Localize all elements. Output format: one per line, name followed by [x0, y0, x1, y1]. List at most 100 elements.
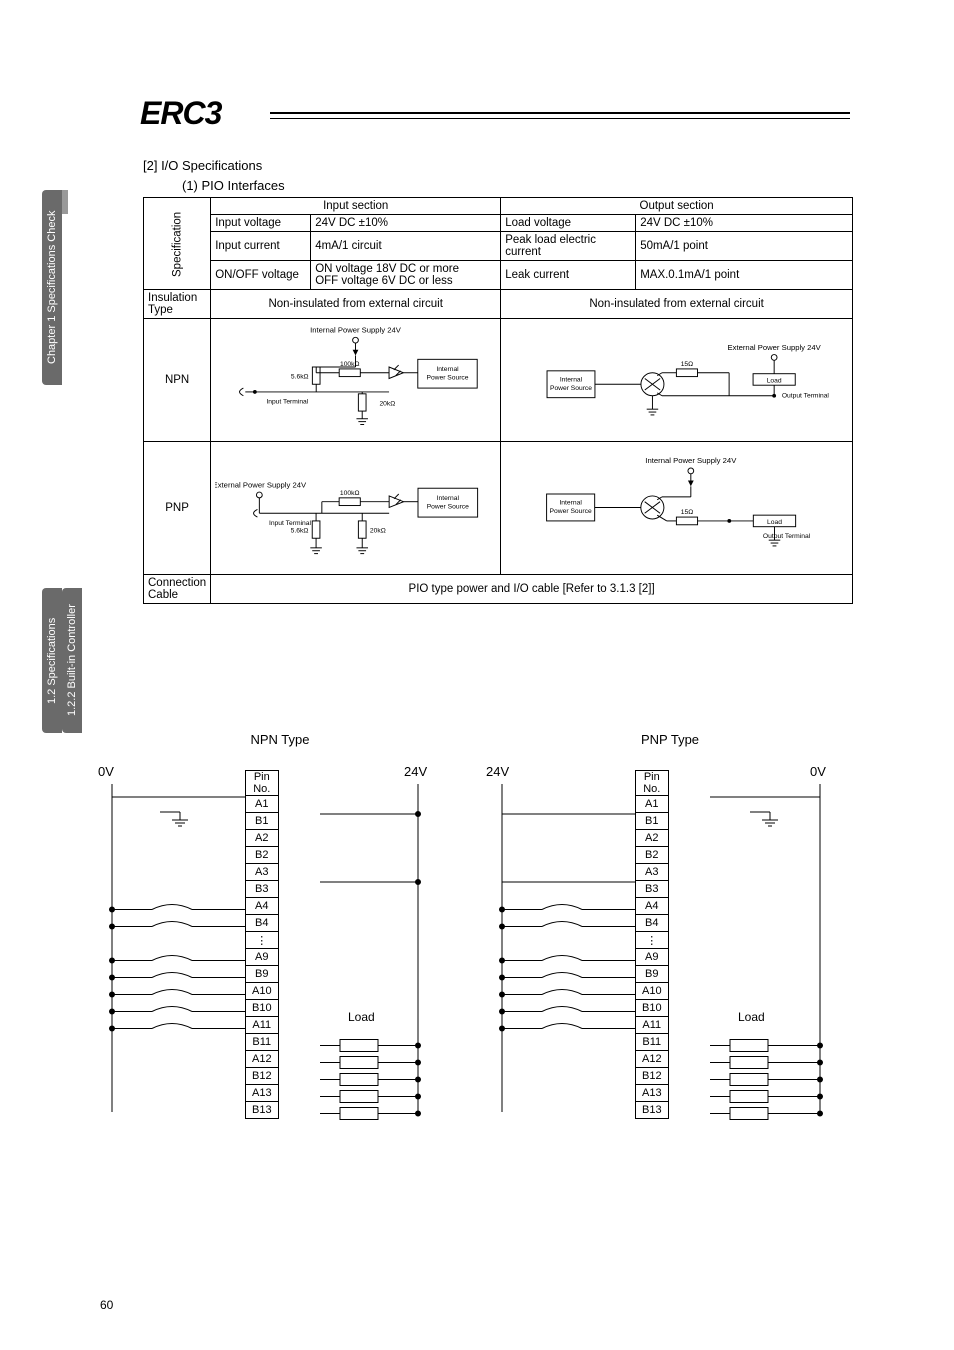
pin-cell: A9: [246, 949, 279, 966]
npn-input-diagram: Internal Power Supply 24V 5.6kΩ 100kΩ: [211, 319, 501, 442]
cell: 24V DC ±10%: [311, 215, 501, 232]
svg-text:Internal Power Supply 24V: Internal Power Supply 24V: [310, 326, 402, 335]
pin-cell: B2: [246, 847, 279, 864]
pin-cell: B13: [636, 1102, 669, 1119]
pin-cell: A10: [246, 983, 279, 1000]
table-row: Insulation Type Non-insulated from exter…: [144, 290, 853, 319]
cell: Input current: [211, 232, 311, 261]
cell: ON voltage 18V DC or more OFF voltage 6V…: [311, 261, 501, 290]
connection-value: PIO type power and I/O cable [Refer to 3…: [211, 575, 853, 604]
sidebar-tab-chapter: Chapter 1 Specifications Check: [42, 190, 62, 385]
subsection-heading: (1) PIO Interfaces: [182, 178, 285, 193]
load-label: Load: [738, 1010, 765, 1024]
insulation-in: Non-insulated from external circuit: [211, 290, 501, 319]
cell: ON/OFF voltage: [211, 261, 311, 290]
svg-text:Load: Load: [767, 377, 782, 384]
pin-cell: B9: [246, 966, 279, 983]
table-row: Input voltage 24V DC ±10% Load voltage 2…: [144, 215, 853, 232]
page-number: 60: [100, 1298, 113, 1312]
pin-cell: B11: [636, 1034, 669, 1051]
pin-cell: ⋮: [636, 932, 669, 949]
svg-text:20kΩ: 20kΩ: [370, 527, 386, 534]
pin-cell: A11: [636, 1017, 669, 1034]
npn-label: NPN: [144, 319, 211, 442]
table-row: NPN Internal Power Supply 24V 5.6kΩ 100k…: [144, 319, 853, 442]
pnp-label: PNP: [144, 442, 211, 575]
pin-cell: B10: [246, 1000, 279, 1017]
pin-cell: B3: [636, 881, 669, 898]
pin-cell: B12: [636, 1068, 669, 1085]
logo-underline-thin: [270, 118, 850, 119]
cell: 24V DC ±10%: [636, 215, 853, 232]
pin-cell: B4: [636, 915, 669, 932]
pin-cell: A2: [636, 830, 669, 847]
pin-header: Pin No.: [636, 771, 669, 796]
pin-header: Pin No.: [246, 771, 279, 796]
pin-cell: A11: [246, 1017, 279, 1034]
svg-text:Output Terminal: Output Terminal: [763, 533, 811, 540]
pin-cell: ⋮: [246, 932, 279, 949]
pnp-output-diagram: Internal Power Supply 24V InternalPower …: [501, 442, 853, 575]
svg-text:Input Terminal: Input Terminal: [269, 520, 312, 527]
svg-text:15Ω: 15Ω: [681, 509, 694, 516]
cell: Peak load electric current: [501, 232, 636, 261]
pin-cell: A9: [636, 949, 669, 966]
sidebar-tab-spec2: 1.2.2 Built-in Controller: [62, 588, 82, 733]
pin-cell: B2: [636, 847, 669, 864]
pin-cell: A13: [246, 1085, 279, 1102]
pin-cell: A3: [246, 864, 279, 881]
svg-text:Input Terminal: Input Terminal: [267, 398, 309, 405]
cell: Leak current: [501, 261, 636, 290]
section-heading: [2] I/O Specifications: [143, 158, 262, 173]
svg-text:InternalPower Source: InternalPower Source: [427, 366, 469, 382]
npn-pin-table: Pin No. A1B1A2B2A3B3A4B4⋮A9B9A10B10A11B1…: [245, 770, 279, 1119]
pin-cell: A3: [636, 864, 669, 881]
svg-text:Load: Load: [767, 519, 782, 526]
cell: 50mA/1 point: [636, 232, 853, 261]
svg-text:InternalPower Source: InternalPower Source: [550, 376, 592, 392]
table-row: ON/OFF voltage ON voltage 18V DC or more…: [144, 261, 853, 290]
pin-cell: B10: [636, 1000, 669, 1017]
table-row: Connection Cable PIO type power and I/O …: [144, 575, 853, 604]
spec-row-label: Specification: [144, 198, 211, 290]
pin-cell: A2: [246, 830, 279, 847]
svg-text:InternalPower Source: InternalPower Source: [427, 495, 469, 511]
svg-text:5.6kΩ: 5.6kΩ: [291, 527, 309, 534]
pnp-input-diagram: External Power Supply 24V Input Terminal…: [211, 442, 501, 575]
svg-text:100kΩ: 100kΩ: [340, 490, 360, 497]
svg-text:15Ω: 15Ω: [681, 361, 693, 368]
cell: MAX.0.1mA/1 point: [636, 261, 853, 290]
pin-cell: A10: [636, 983, 669, 1000]
npn-output-diagram: External Power Supply 24V Load Output Te…: [501, 319, 853, 442]
io-spec-table: Specification Input section Output secti…: [143, 197, 853, 604]
pin-cell: A1: [246, 796, 279, 813]
svg-text:Internal Power Supply 24V: Internal Power Supply 24V: [646, 456, 738, 465]
pnp-wiring-svg: [490, 742, 850, 1122]
pin-cell: A13: [636, 1085, 669, 1102]
pin-cell: B12: [246, 1068, 279, 1085]
pin-cell: B9: [636, 966, 669, 983]
table-row: PNP External Power Supply 24V Input Term…: [144, 442, 853, 575]
logo: ERC3: [140, 95, 221, 132]
pin-cell: A4: [636, 898, 669, 915]
pin-cell: B1: [636, 813, 669, 830]
sidebar-tab-spec1: 1.2 Specifications: [42, 588, 62, 733]
pin-cell: A4: [246, 898, 279, 915]
insulation-out: Non-insulated from external circuit: [501, 290, 853, 319]
input-section-header: Input section: [211, 198, 501, 215]
cell: Load voltage: [501, 215, 636, 232]
load-label: Load: [348, 1010, 375, 1024]
connection-label: Connection Cable: [144, 575, 211, 604]
pin-cell: A1: [636, 796, 669, 813]
cell: Input voltage: [211, 215, 311, 232]
pin-cell: B11: [246, 1034, 279, 1051]
svg-text:Output Terminal: Output Terminal: [782, 393, 830, 400]
side-accent: [62, 190, 68, 214]
pin-cell: B3: [246, 881, 279, 898]
insulation-label: Insulation Type: [144, 290, 211, 319]
pin-cell: B13: [246, 1102, 279, 1119]
output-section-header: Output section: [501, 198, 853, 215]
svg-text:External Power Supply 24V: External Power Supply 24V: [728, 343, 822, 352]
table-row: Input current 4mA/1 circuit Peak load el…: [144, 232, 853, 261]
svg-text:20kΩ: 20kΩ: [380, 400, 396, 407]
